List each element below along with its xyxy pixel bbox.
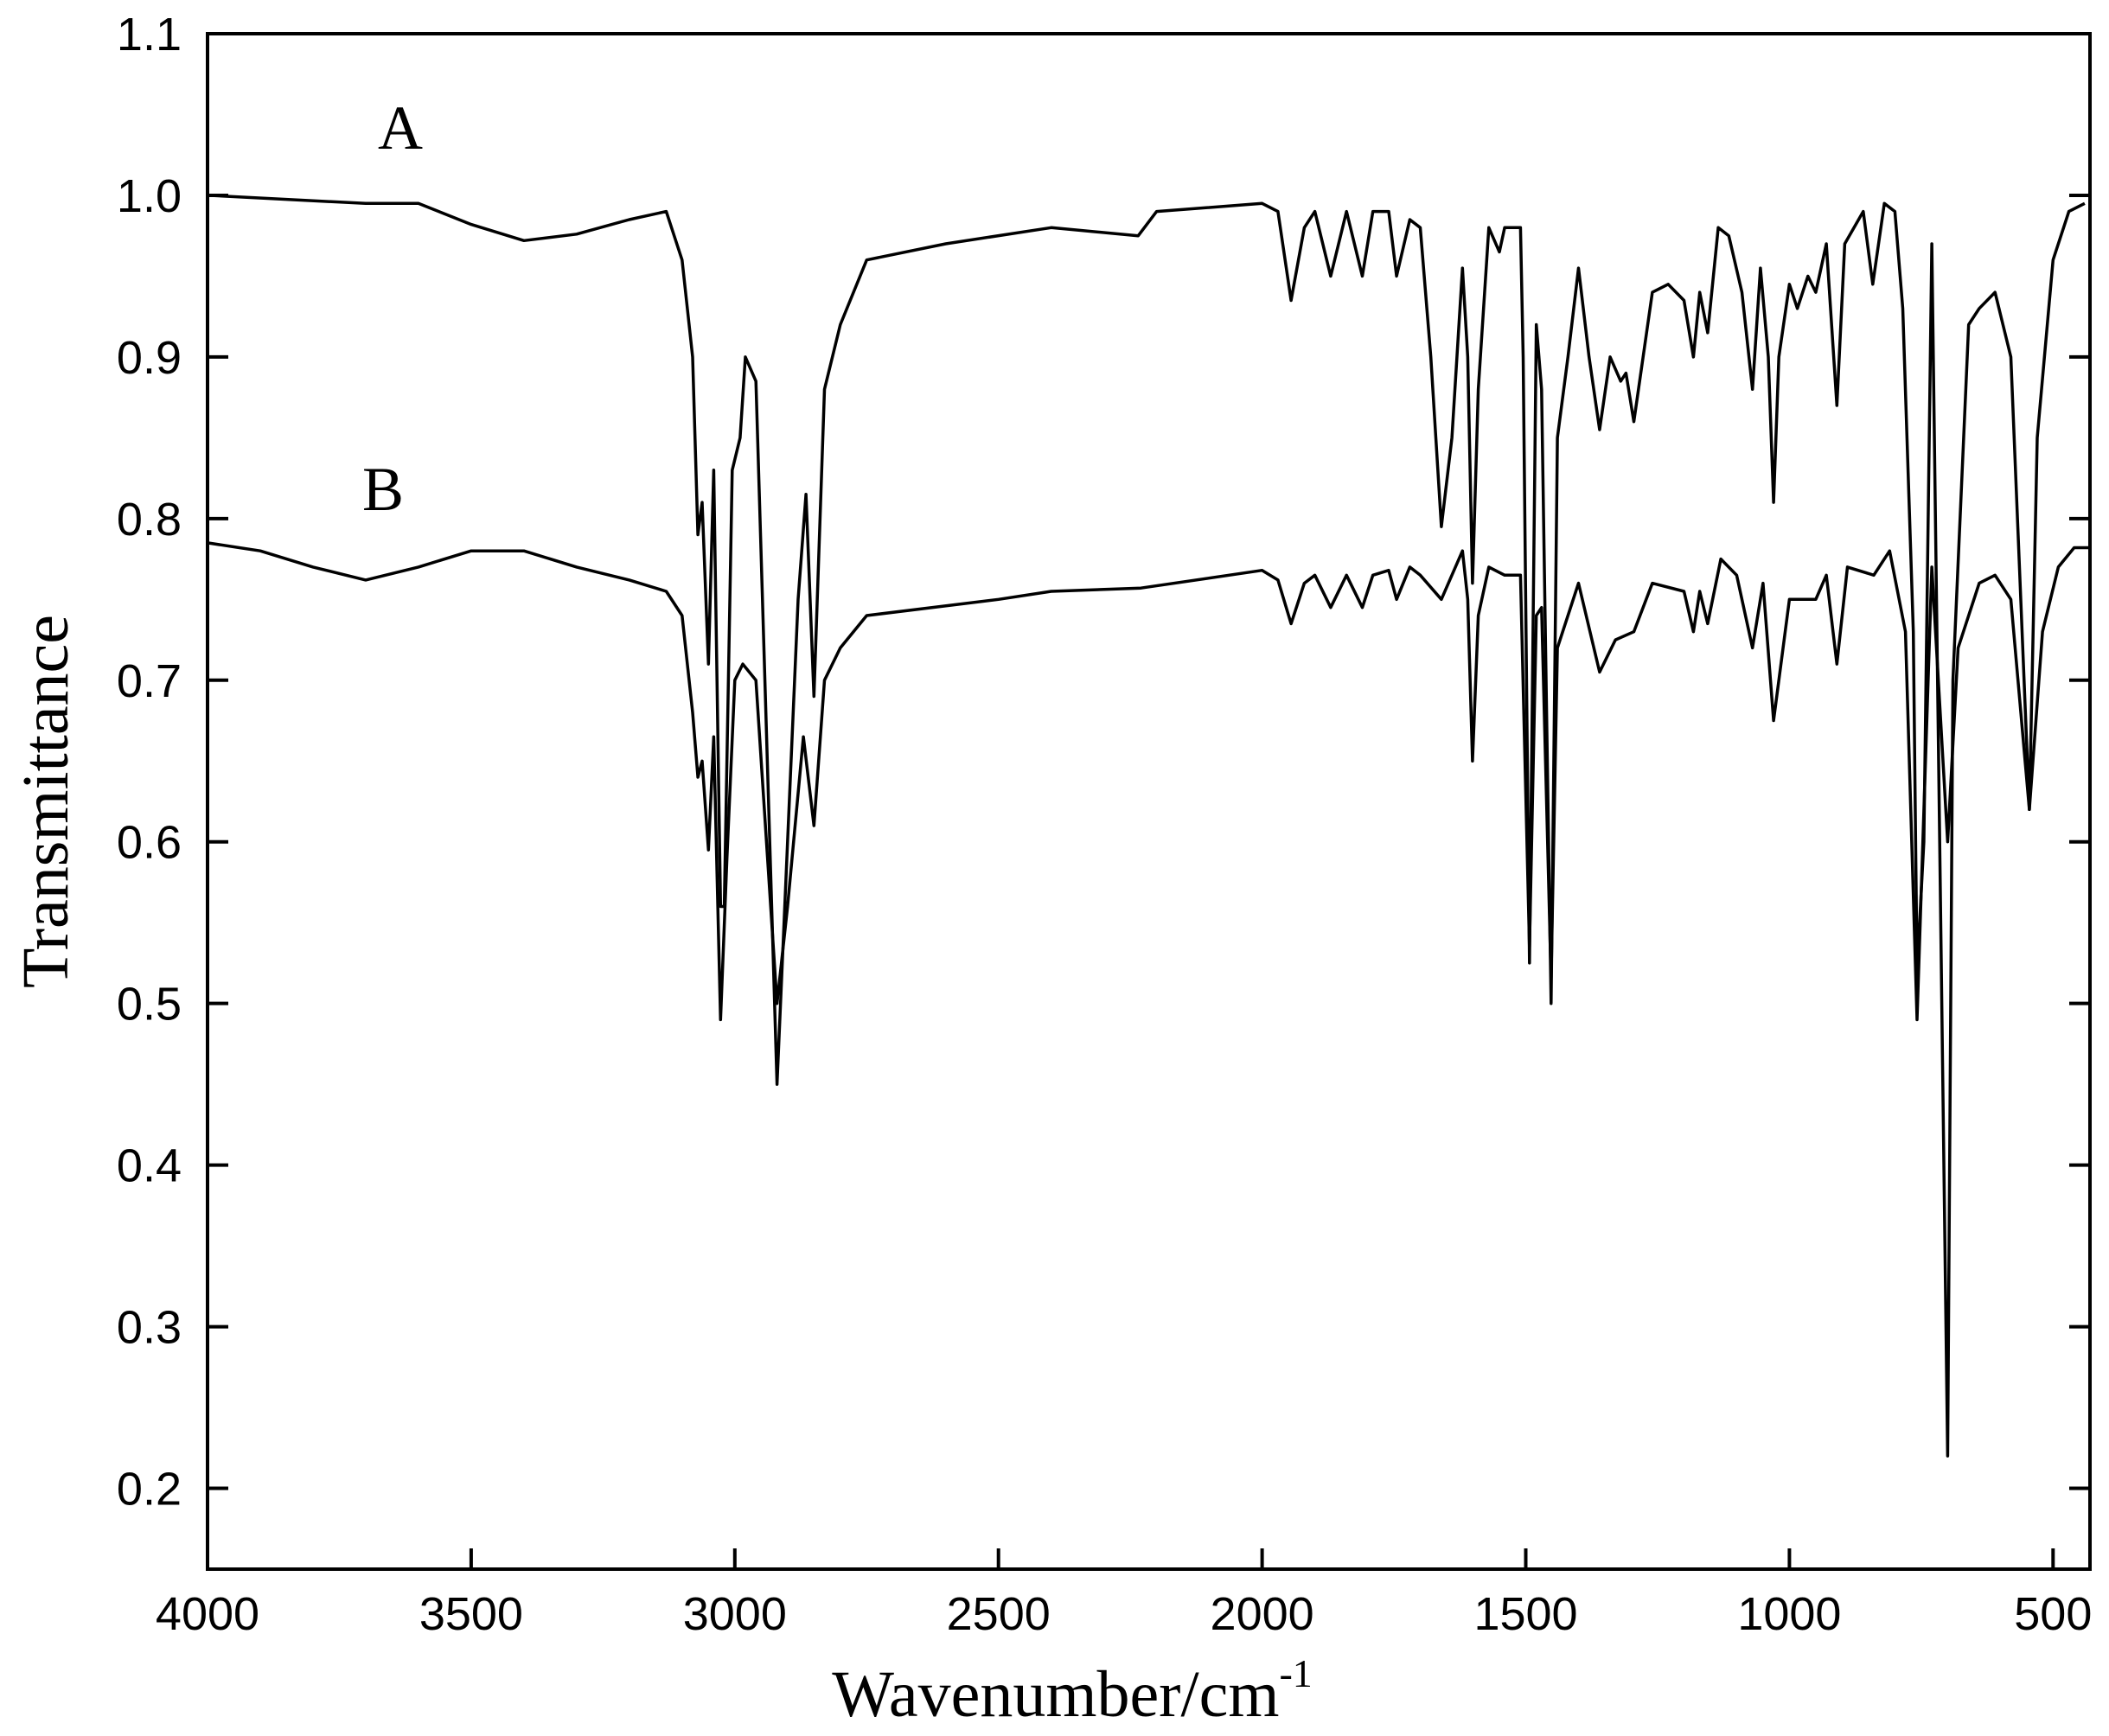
y-tick-label: 0.7 <box>117 655 182 707</box>
y-tick-label: 1.0 <box>117 170 182 222</box>
x-tick-label: 2500 <box>947 1588 1051 1640</box>
y-axis-label: Transmittance <box>10 615 82 988</box>
plot-frame <box>206 32 2092 1571</box>
y-tick-label: 1.1 <box>117 9 182 61</box>
x-axis-label: Wavenumber/cm-1 <box>832 1651 1313 1731</box>
y-tick-label: 0.9 <box>117 332 182 384</box>
x-tick-label: 4000 <box>156 1588 259 1640</box>
x-tick-label: 500 <box>2014 1588 2092 1640</box>
x-tick-label: 3500 <box>419 1588 523 1640</box>
x-tick-label: 1500 <box>1473 1588 1577 1640</box>
y-tick-label: 0.8 <box>117 494 182 546</box>
spectrum-line <box>207 541 2090 1022</box>
x-tick-label: 1000 <box>1737 1588 1841 1640</box>
y-tick-label: 0.6 <box>117 817 182 869</box>
annotation: B <box>362 455 404 524</box>
y-tick-label: 0.5 <box>117 979 182 1031</box>
x-axis-label-superscript: -1 <box>1279 1651 1312 1695</box>
y-tick-label: 0.4 <box>117 1140 182 1192</box>
annotation: A <box>378 93 423 163</box>
x-axis-label-text: Wavenumber/cm <box>832 1658 1279 1731</box>
x-tick-label: 3000 <box>683 1588 787 1640</box>
y-tick-label: 0.2 <box>117 1464 182 1516</box>
x-tick-label: 2000 <box>1211 1588 1314 1640</box>
y-tick-label: 0.3 <box>117 1302 182 1354</box>
spectrum-line <box>207 194 2086 1458</box>
